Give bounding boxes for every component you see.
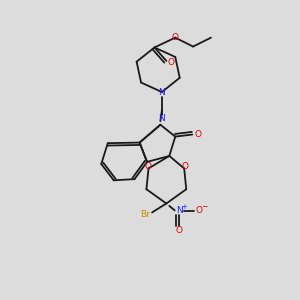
- Text: +: +: [182, 204, 188, 210]
- Text: O: O: [176, 226, 183, 235]
- Text: N: N: [158, 114, 165, 123]
- Text: O: O: [144, 162, 152, 171]
- Text: O: O: [196, 206, 202, 215]
- Text: Br: Br: [141, 210, 151, 219]
- Text: O: O: [167, 58, 174, 67]
- Text: N: N: [158, 88, 165, 97]
- Text: O: O: [194, 130, 201, 139]
- Text: O: O: [172, 33, 179, 42]
- Text: O: O: [181, 162, 188, 171]
- Text: N: N: [176, 206, 182, 215]
- Text: −: −: [201, 202, 208, 211]
